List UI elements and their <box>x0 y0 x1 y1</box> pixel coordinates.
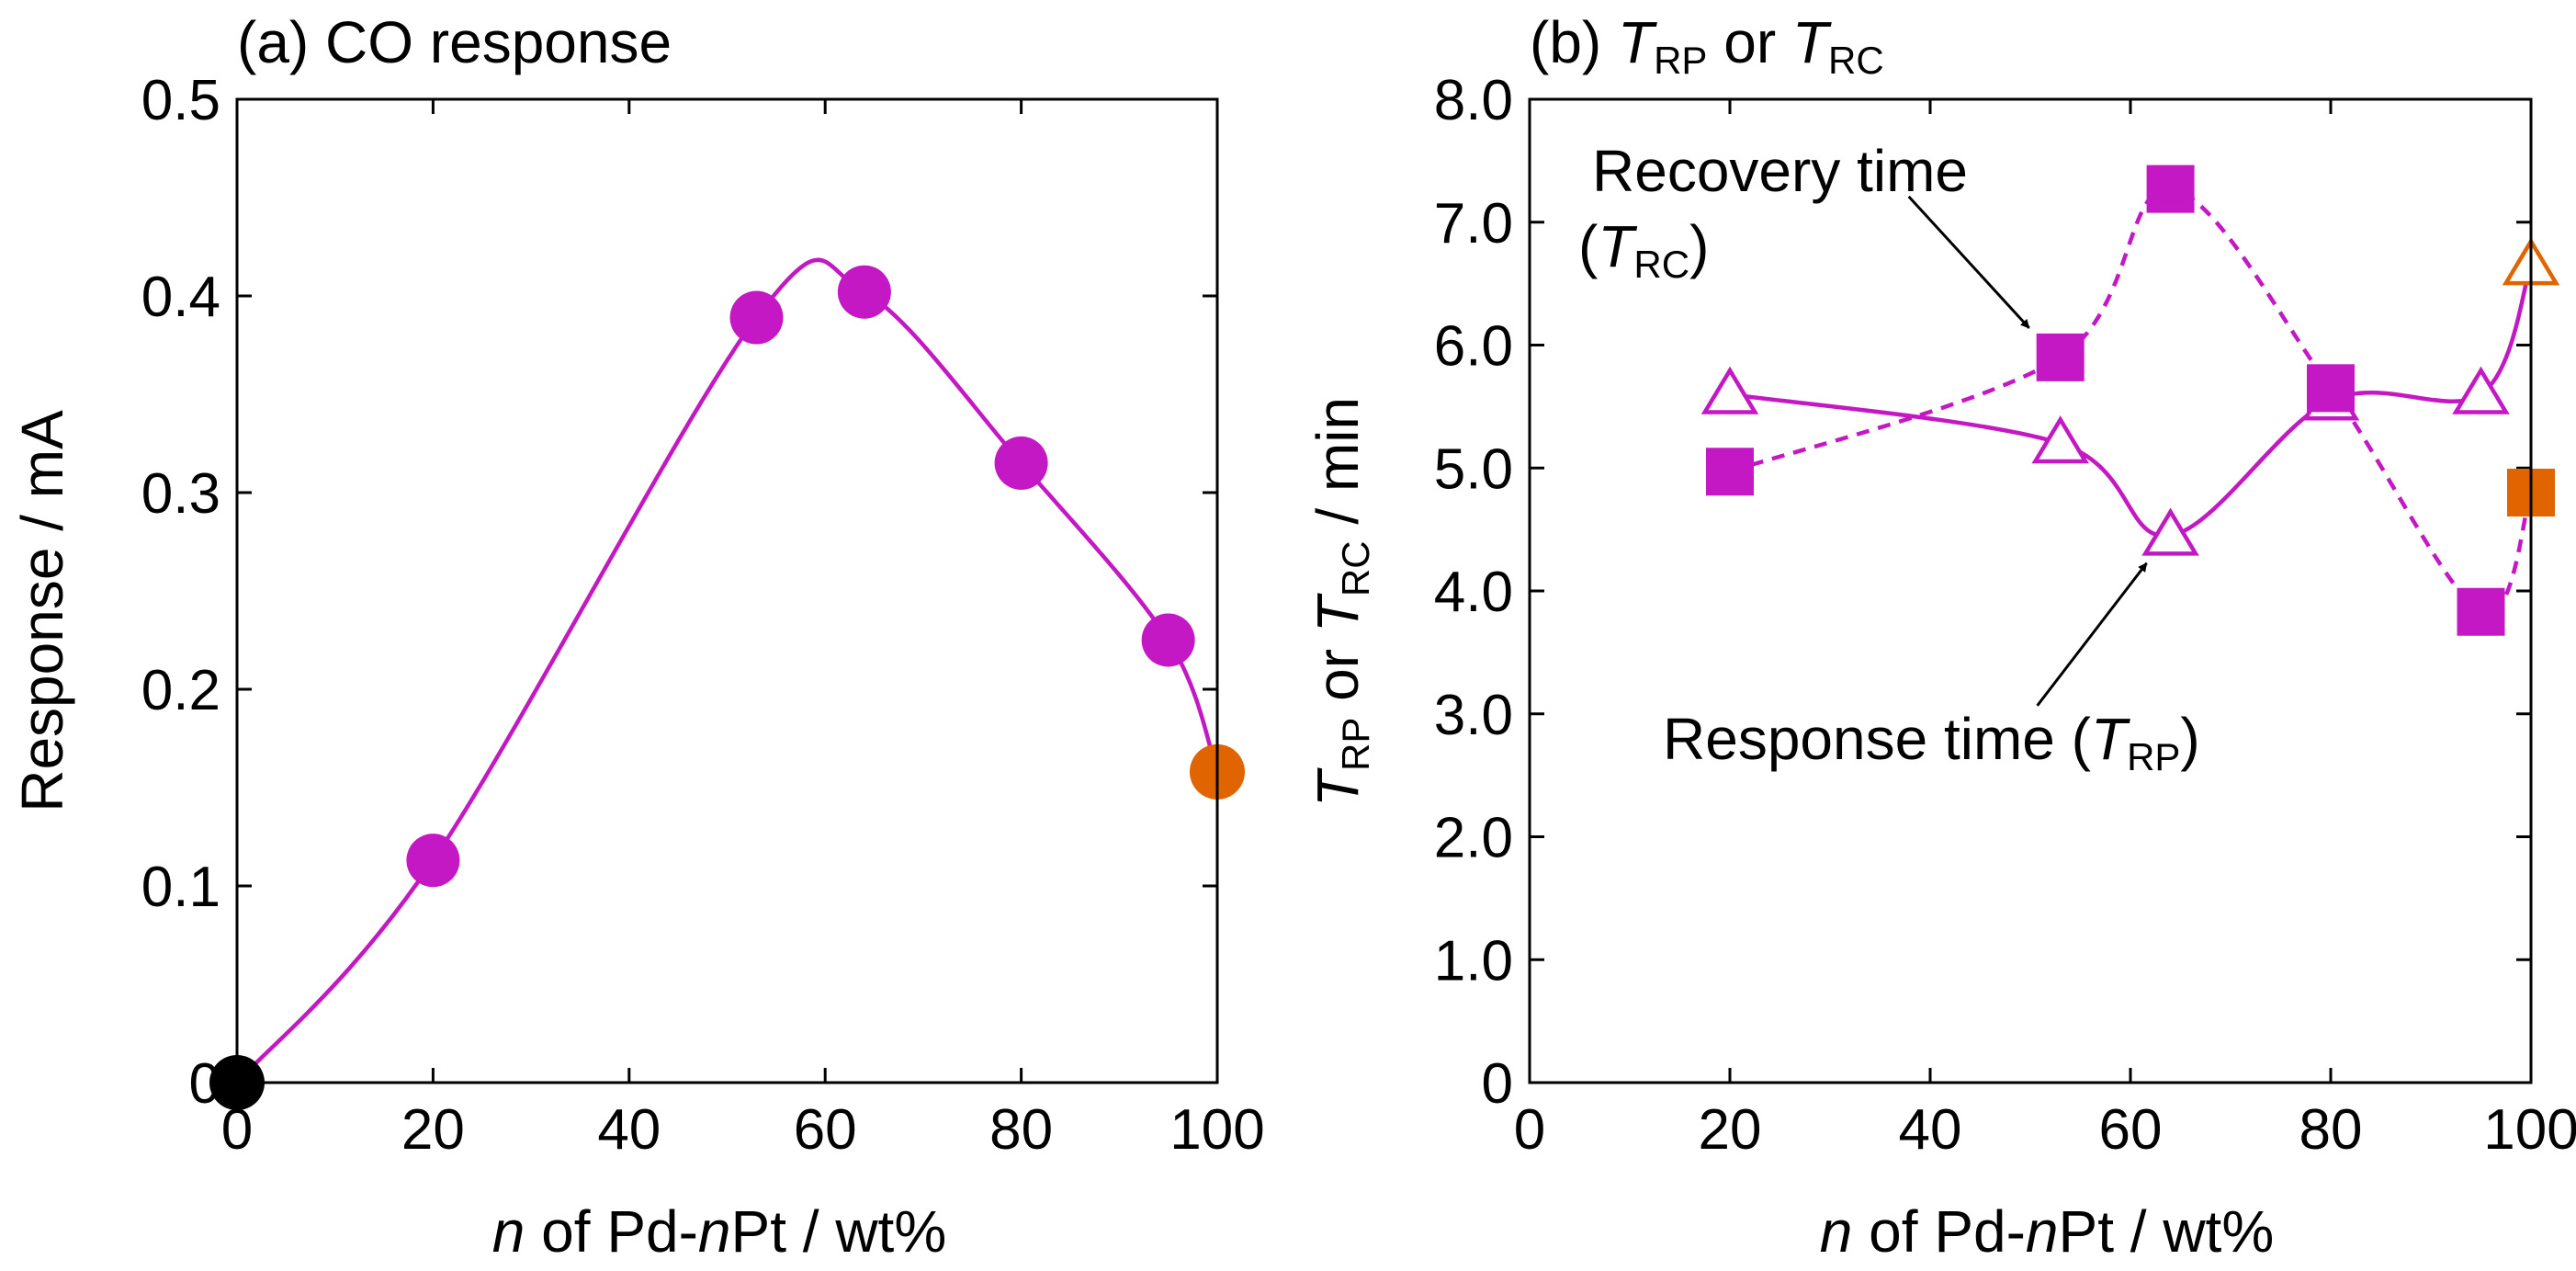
chart-a-ticks <box>235 97 1219 1084</box>
a-xtick-label: 60 <box>794 1098 857 1162</box>
chart-a-x-tick-labels: 0 20 40 60 80 100 <box>221 1098 1265 1162</box>
chart-a-series-curve <box>235 257 1220 1084</box>
data-point-square <box>1706 448 1754 496</box>
chart-b-recovery-time-curve <box>1729 187 2534 616</box>
chart-b: (b) TRP or TRC 0 1.0 2.0 3.0 4.0 5.0 6.0 7.0 8.0… <box>1305 9 2576 1265</box>
b-ytick-label: 2.0 <box>1434 807 1513 870</box>
recovery-time-arrow <box>1907 195 2030 329</box>
a-xtick-label: 20 <box>401 1098 465 1162</box>
b-xtick-label: 0 <box>1514 1098 1545 1162</box>
b-xtick-label: 100 <box>2483 1098 2576 1162</box>
data-point-square <box>2307 364 2355 413</box>
chart-a-y-tick-labels: 00.10.20.30.40.5 <box>141 69 220 1116</box>
b-ytick-label: 1.0 <box>1434 929 1513 993</box>
chart-b-xlabel: n of Pd-nPt / wt% <box>1820 1198 2274 1265</box>
data-point-square <box>2457 587 2505 636</box>
b-ytick-label: 7.0 <box>1434 192 1513 255</box>
chart-b-ylabel: TRP or TRC / min <box>1305 397 1377 807</box>
data-point-circle <box>994 436 1048 490</box>
b-xtick-label: 20 <box>1699 1098 1762 1162</box>
a-xtick-label: 100 <box>1169 1098 1264 1162</box>
data-point-square <box>2146 165 2195 213</box>
chart-a-points <box>209 265 1245 1110</box>
chart-a-ylabel: Response / mA <box>9 410 75 812</box>
response-time-label: Response time (TRP) <box>1663 706 2200 778</box>
chart-a-frame <box>235 97 1219 1084</box>
response-time-arrow <box>2036 562 2148 707</box>
recovery-time-symbol: (TRC) <box>1578 213 1709 286</box>
a-ytick-label: 0.2 <box>141 659 220 722</box>
b-ytick-label: 3.0 <box>1434 684 1513 747</box>
b-xtick-label: 60 <box>2099 1098 2163 1162</box>
a-ytick-label: 0.3 <box>141 462 220 526</box>
a-ytick-label: 0.4 <box>141 266 220 329</box>
chart-a-xlabel: n of Pd-nPt / wt% <box>492 1198 946 1265</box>
data-point-circle <box>729 290 784 345</box>
data-point-circle <box>837 265 891 319</box>
chart-b-title: (b) TRP or TRC <box>1530 9 1884 82</box>
a-xtick-label: 40 <box>597 1098 661 1162</box>
data-point-circle <box>406 834 460 888</box>
b-ytick-label: 8.0 <box>1434 69 1513 132</box>
data-point-triangle <box>2031 415 2089 464</box>
a-ytick-label: 0.5 <box>141 69 220 132</box>
b-ytick-label: 6.0 <box>1434 315 1513 379</box>
b-ytick-label: 0 <box>1482 1052 1513 1116</box>
chart-a: (a) CO response 00.10.20.30.40.5 0 20 40 60… <box>9 9 1265 1265</box>
a-ytick-label: 0.1 <box>141 856 220 919</box>
chart-b-response-time-curve <box>1729 264 2534 539</box>
b-xtick-label: 40 <box>1899 1098 1962 1162</box>
chart-b-x-tick-labels: 0 20 40 60 80 100 <box>1514 1098 2576 1162</box>
data-point-triangle <box>2141 507 2199 556</box>
b-ytick-label: 4.0 <box>1434 561 1513 624</box>
data-point-square <box>2036 333 2085 381</box>
chart-b-y-tick-labels: 0 1.0 2.0 3.0 4.0 5.0 6.0 7.0 8.0 <box>1434 69 1513 1116</box>
data-point-triangle <box>2452 366 2510 414</box>
a-xtick-label: 80 <box>989 1098 1053 1162</box>
data-point-circle <box>1141 613 1195 667</box>
b-ytick-label: 5.0 <box>1434 437 1513 501</box>
b-xtick-label: 80 <box>2299 1098 2363 1162</box>
chart-a-title: (a) CO response <box>237 9 672 75</box>
recovery-time-label: Recovery time <box>1592 138 1968 204</box>
chart-b-frame <box>1528 97 2533 1084</box>
data-point-triangle <box>1700 366 1759 414</box>
